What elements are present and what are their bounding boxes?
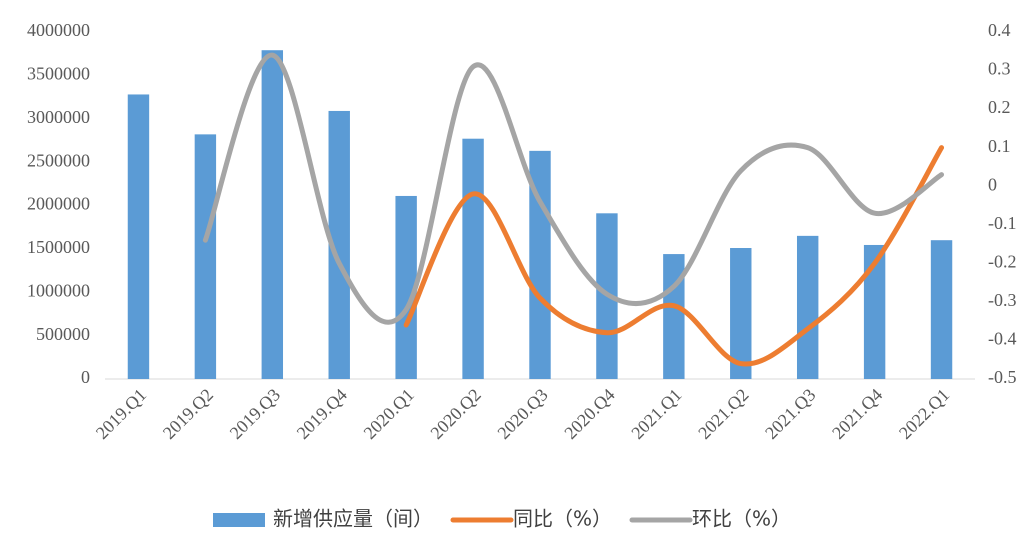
bar	[261, 50, 284, 379]
y-tick-label: 500000	[36, 324, 90, 344]
legend-label: 环比（%）	[692, 507, 791, 531]
y2-tick-label: 0.4	[988, 20, 1011, 40]
bar	[395, 195, 417, 379]
x-tick-label: 2020.Q3	[493, 385, 551, 443]
bar	[462, 138, 484, 379]
x-tick-label: 2019.Q2	[159, 385, 217, 443]
bar	[930, 240, 953, 379]
y-tick-label: 1500000	[27, 237, 90, 257]
bar	[796, 235, 819, 379]
y2-tick-label: 0.2	[988, 97, 1011, 117]
x-tick-label: 2020.Q2	[426, 385, 484, 443]
x-tick-label: 2019.Q3	[226, 385, 284, 443]
legend-swatch	[213, 513, 265, 527]
bar	[730, 248, 752, 379]
x-tick-label: 2020.Q4	[560, 385, 618, 443]
y2-tick-label: -0.2	[988, 251, 1017, 271]
y-tick-label: 0	[81, 367, 90, 387]
x-tick-label: 2021.Q1	[627, 385, 685, 443]
y2-tick-label: -0.3	[988, 290, 1017, 310]
x-tick-label: 2019.Q1	[92, 385, 150, 443]
x-tick-label: 2019.Q4	[293, 385, 351, 443]
y-tick-label: 1000000	[27, 280, 90, 300]
x-tick-label: 2020.Q1	[360, 385, 418, 443]
y2-tick-label: -0.5	[988, 367, 1017, 387]
legend-label: 新增供应量（间）	[273, 507, 433, 531]
y2-tick-label: 0.1	[988, 136, 1011, 156]
x-tick-label: 2022.Q1	[895, 385, 953, 443]
y2-tick-label: 0.3	[988, 59, 1011, 79]
bar	[194, 134, 217, 379]
line	[403, 145, 945, 367]
x-tick-label: 2021.Q2	[694, 385, 752, 443]
x-tick-label: 2021.Q4	[828, 385, 886, 443]
y2-tick-label: -0.1	[988, 213, 1017, 233]
bar	[863, 244, 886, 379]
legend-label: 同比（%）	[513, 507, 612, 531]
bar	[663, 254, 685, 379]
y-tick-label: 2000000	[27, 194, 90, 214]
x-tick-label: 2021.Q3	[761, 385, 819, 443]
y2-tick-label: 0	[988, 174, 997, 194]
y-tick-label: 2500000	[27, 150, 90, 170]
bar	[328, 110, 350, 379]
y-tick-label: 3000000	[27, 107, 90, 127]
y2-tick-label: -0.4	[988, 329, 1017, 349]
y-tick-label: 3500000	[27, 64, 90, 84]
line	[202, 52, 945, 325]
y-tick-label: 4000000	[27, 20, 90, 40]
bar	[127, 94, 150, 380]
